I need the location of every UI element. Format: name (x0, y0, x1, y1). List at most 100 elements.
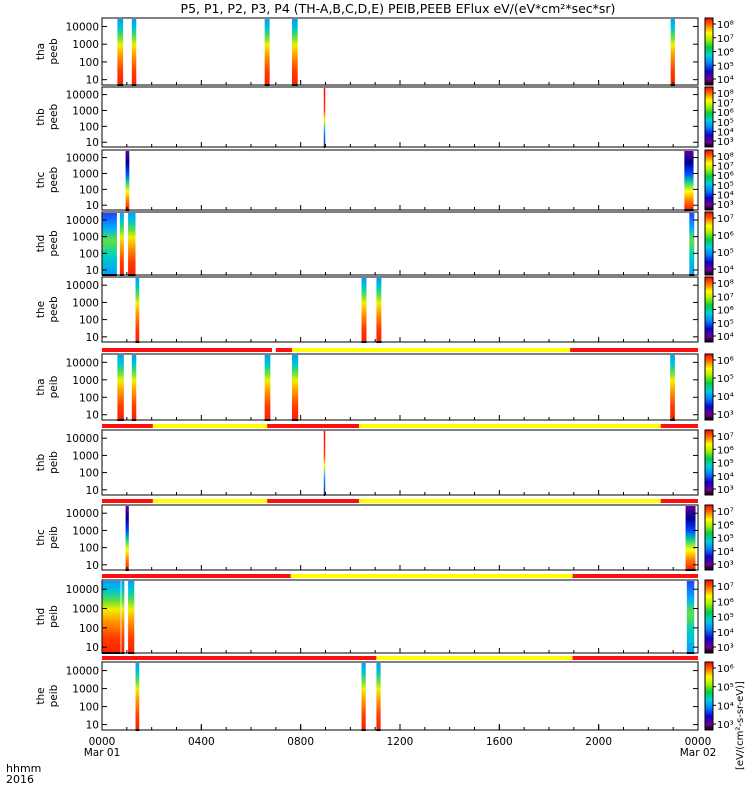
y-tick-label: 1000 (72, 604, 99, 616)
y-tick-label: 100 (79, 121, 99, 133)
mode-bar-segment (660, 499, 698, 503)
x-tick-label: 2000 (585, 736, 612, 748)
colorbar (704, 579, 714, 654)
colorbar-tick-label: 10⁵ (717, 459, 734, 470)
y-tick-label: 1000 (72, 525, 99, 537)
spectrogram-burst (125, 151, 130, 209)
x-tick-label: 0000 (89, 736, 116, 748)
colorbar-tick-label: 10³ (717, 560, 734, 571)
spectrogram-burst (264, 355, 271, 419)
y-tick-label: 100 (79, 392, 99, 404)
spectrogram-burst (376, 663, 381, 729)
spectrogram-burst (361, 663, 366, 729)
y-tick-label: 10000 (66, 153, 99, 165)
panel-label-probe: the (35, 301, 47, 318)
mode-bar-segment (570, 348, 698, 352)
y-tick-label: 10000 (66, 357, 99, 369)
colorbar-tick-label: 10⁷ (717, 99, 734, 110)
y-tick-label: 100 (79, 702, 99, 714)
x-tick-label: 0800 (287, 736, 314, 748)
spectrogram-burst (121, 581, 125, 652)
panel-label-probe: the (35, 687, 47, 704)
mode-bar-segment (102, 574, 291, 578)
colorbar-tick-label: 10⁵ (717, 683, 734, 694)
colorbar (704, 661, 714, 731)
colorbar-tick-label: 10³ (717, 485, 734, 496)
mode-bar-segment (359, 424, 661, 428)
colorbar (704, 504, 714, 571)
mode-bar-segment (267, 499, 360, 503)
mode-bar-segment (102, 424, 153, 428)
panel-thd-peeb: 10 100 1000 10000 thd peeb 10⁴ 10⁵ 10⁶ 10⁷ (35, 211, 734, 277)
spectrogram-burst (128, 581, 135, 652)
y-tick-label: 10 (86, 642, 99, 654)
spectrogram-burst (291, 19, 298, 84)
mode-bar-segment (272, 348, 276, 352)
panel-label-probe: thd (35, 235, 47, 252)
spectrogram-burst (689, 213, 695, 274)
mode-bar-segment (152, 499, 268, 503)
colorbar (704, 429, 714, 496)
colorbar-tick-label: 10⁷ (717, 34, 734, 45)
colorbar-tick-label: 10⁷ (717, 582, 734, 593)
colorbar (704, 276, 714, 343)
colorbar-tick-label: 10⁶ (717, 445, 734, 456)
x-tick-label: 1200 (387, 736, 414, 748)
spectrogram-burst (117, 19, 124, 84)
colorbar-tick-label: 10⁶ (717, 48, 734, 59)
spectrogram-burst (685, 506, 696, 569)
colorbar (704, 149, 714, 211)
colorbar-tick-label: 10⁷ (717, 292, 734, 303)
spectrogram-burst (128, 213, 136, 274)
panel-the-peib: 10 100 1000 10000 the peib 10³ 10⁴ 10⁵ 10⁶ (35, 656, 734, 732)
colorbar-tick-label: 10³ (717, 200, 734, 211)
y-tick-label: 10000 (66, 433, 99, 445)
panel-frame (101, 211, 699, 276)
colorbar-tick-label: 10⁴ (717, 265, 734, 276)
panel-label-product: peib (48, 605, 60, 628)
panel-label-probe: thc (35, 529, 47, 546)
mode-bar-segment (102, 656, 377, 660)
mode-bar-segment (376, 656, 573, 660)
panel-frame (101, 661, 699, 731)
panel-frame (101, 579, 699, 654)
spectrogram-burst (376, 278, 382, 341)
panel-frame (101, 149, 699, 211)
colorbar-tick-label: 10⁴ (717, 392, 734, 403)
panel-label-probe: tha (35, 43, 47, 60)
y-tick-label: 1000 (72, 168, 99, 180)
panel-label-probe: thb (35, 108, 47, 126)
y-tick-label: 1000 (72, 375, 99, 387)
panel-label-product: peeb (48, 104, 60, 131)
colorbar-tick-label: 10⁶ (717, 231, 734, 242)
panel-frame (101, 429, 699, 496)
y-tick-label: 10 (86, 75, 99, 87)
panel-thc-peib: 10 100 1000 10000 thc peib 10³ 10⁴ 10⁵ 10⁶ 10⁷ (35, 499, 734, 572)
y-tick-label: 10000 (66, 280, 99, 292)
colorbar-tick-label: 10⁵ (717, 118, 734, 129)
y-tick-label: 10 (86, 485, 99, 497)
panel-frame (101, 353, 699, 421)
y-tick-label: 10 (86, 720, 99, 732)
colorbar-tick-label: 10⁸ (717, 279, 734, 290)
y-tick-label: 10 (86, 265, 99, 277)
x-axis-label-hhmm: hhmm (6, 762, 41, 775)
colorbar-tick-label: 10⁶ (717, 306, 734, 317)
panel-label-product: peeb (48, 167, 60, 194)
x-axis-label-year: 2016 (6, 773, 34, 786)
mode-bar-segment (275, 348, 292, 352)
colorbar-tick-label: 10⁵ (717, 61, 734, 72)
colorbar-tick-label: 10⁸ (717, 20, 734, 31)
panel-tha-peeb: 10 100 1000 10000 tha peeb 10⁴ 10⁵ 10⁶ 10⁷ 10⁸ (35, 17, 734, 87)
panel-label-probe: thc (35, 172, 47, 189)
panel-label-probe: tha (35, 378, 47, 395)
panel-label-product: peib (48, 526, 60, 549)
panel-thd-peib: 10 100 1000 10000 thd peib 10³ 10⁴ 10⁵ 10⁶ 10⁷ (35, 574, 734, 654)
colorbar-tick-label: 10⁶ (717, 108, 734, 119)
panel-label-product: peeb (48, 230, 60, 257)
spectrogram-burst (323, 88, 326, 146)
panel-frame (101, 17, 699, 86)
colorbar (704, 353, 714, 421)
